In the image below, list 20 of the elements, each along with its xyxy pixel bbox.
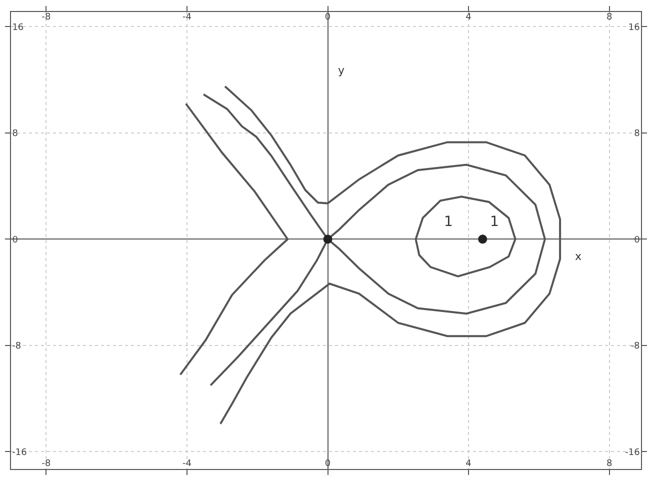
x2-tick-label: 4 — [466, 12, 472, 22]
annotation: x — [575, 250, 582, 263]
x2-tick-label: -8 — [42, 12, 51, 22]
y-tick-label: -16 — [12, 448, 28, 458]
y2-tick-label: -8 — [630, 342, 640, 352]
annotation: 1 — [444, 214, 453, 230]
y-tick-label: 8 — [12, 129, 18, 140]
y-tick-label: -8 — [12, 342, 22, 352]
x2-tick-label: -4 — [182, 12, 192, 22]
annotation: 1 — [490, 214, 499, 230]
y2-tick-label: 16 — [628, 22, 640, 33]
y2-tick-label: 8 — [634, 129, 640, 140]
x-tick-label: -8 — [42, 459, 51, 469]
y2-tick-label: -16 — [625, 448, 640, 458]
y-tick-label: 16 — [12, 22, 24, 33]
x-tick-label: -4 — [182, 459, 192, 469]
x-tick-label: 4 — [466, 459, 472, 469]
x2-tick-label: 8 — [606, 12, 612, 22]
x-tick-label: 8 — [606, 459, 612, 469]
annotation: y — [338, 64, 345, 77]
